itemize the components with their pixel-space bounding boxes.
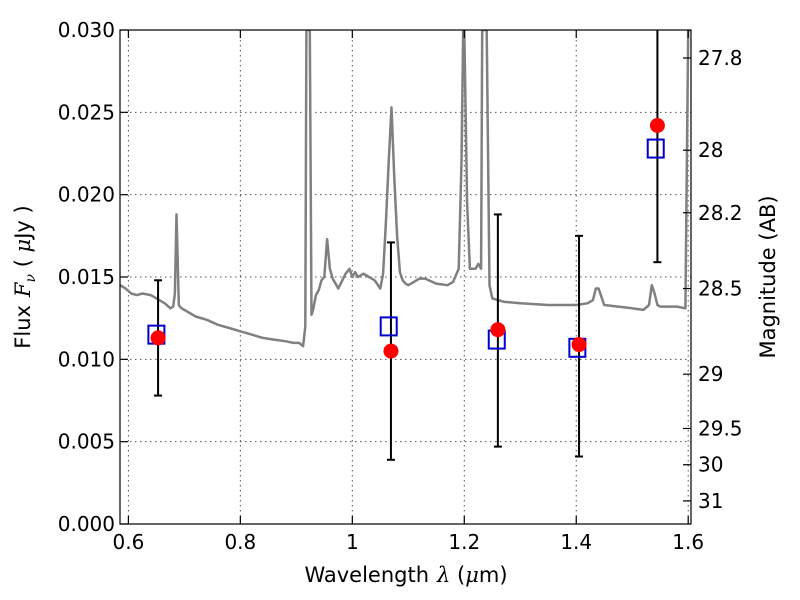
y-tick-label: 0.000 [58, 512, 115, 536]
x-tick-label: 1.2 [448, 530, 480, 554]
y2-tick-label: 30 [698, 453, 723, 477]
x-tick-label: 1 [346, 530, 359, 554]
y2-tick-label: 28 [698, 138, 723, 162]
x-tick-label: 0.8 [224, 530, 256, 554]
red-circle-marker [571, 337, 587, 353]
red-circle-marker [150, 330, 166, 346]
grid-lines [120, 30, 691, 524]
y2-axis-label: Magnitude (AB) [756, 195, 780, 358]
tick-labels: 0.6 0.8 1 1.2 1.4 1.6 0.000 0.005 0.010 0.015 0.02… [58, 18, 743, 554]
y-axis-label: FluxFν ( μJy ) [11, 205, 39, 348]
y2-tick-label: 28.2 [698, 201, 743, 225]
x-tick-label: 1.4 [560, 530, 592, 554]
red-circle-marker [383, 343, 399, 359]
x-tick-label: 1.6 [672, 530, 704, 554]
y-tick-label: 0.030 [58, 18, 115, 42]
open-square-marker [646, 138, 665, 159]
y2-tick-label: 29.5 [698, 416, 743, 440]
y-tick-label: 0.005 [58, 430, 115, 454]
spectrum-line [120, 30, 691, 348]
y-tick-label: 0.025 [58, 100, 115, 124]
axis-ticks [120, 29, 691, 525]
y2-tick-label: 28.5 [698, 277, 743, 301]
circle-marker-layer [150, 118, 665, 359]
y2-tick-label: 27.8 [698, 46, 743, 70]
errorbar-layer [154, 30, 662, 461]
x-axis-label: Wavelength λ (μm) [304, 563, 507, 587]
red-circle-marker [649, 118, 665, 134]
spectrum-layer [120, 30, 691, 348]
y2-tick-label: 31 [698, 489, 723, 513]
y2-tick-label: 29 [698, 362, 723, 386]
open-square-marker [379, 316, 398, 337]
y-tick-label: 0.015 [58, 265, 115, 289]
square-marker-layer [147, 138, 665, 358]
y-tick-label: 0.010 [58, 347, 115, 371]
red-circle-marker [490, 322, 506, 338]
x-tick-label: 0.6 [112, 530, 144, 554]
y-tick-label: 0.020 [58, 183, 115, 207]
